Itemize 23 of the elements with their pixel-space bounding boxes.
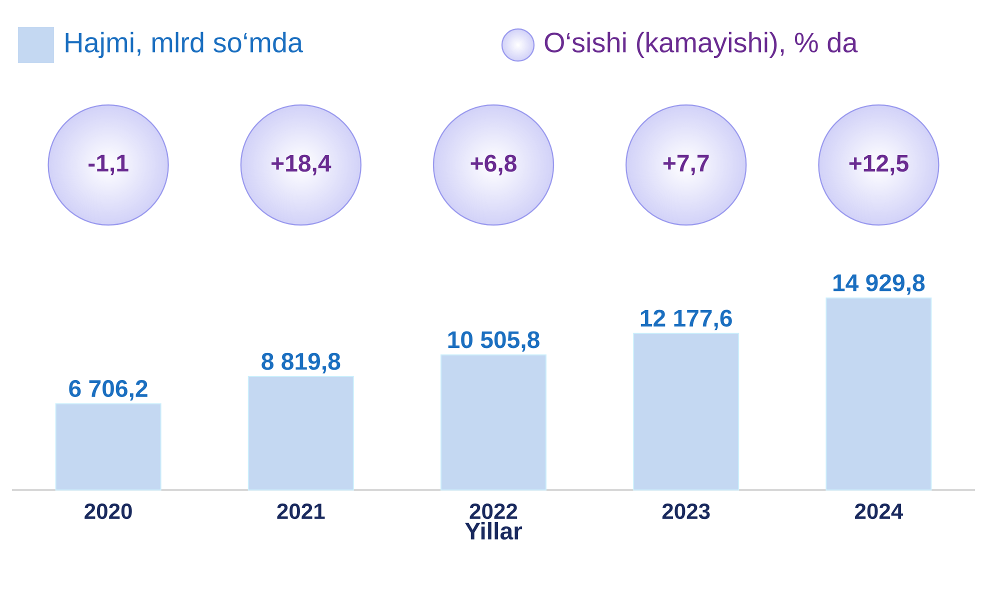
data-label: 14 929,8 bbox=[834, 274, 925, 295]
x-tick-label: 2024 bbox=[855, 504, 904, 520]
data-label: +7,7 bbox=[663, 154, 709, 176]
x-tick-label: 2020 bbox=[84, 504, 132, 520]
bar bbox=[440, 354, 547, 490]
bar bbox=[248, 376, 354, 490]
data-label: -1,1 bbox=[88, 154, 128, 176]
data-label: 10 505,8 bbox=[448, 331, 540, 352]
x-tick-label: 2023 bbox=[662, 504, 710, 520]
data-label: +18,4 bbox=[272, 154, 332, 176]
bar bbox=[633, 332, 740, 490]
data-label: +6,8 bbox=[470, 154, 516, 176]
data-label: 6 706,2 bbox=[69, 380, 148, 401]
bar bbox=[826, 297, 932, 490]
legend-label: O‘sishi (kamayishi), % da bbox=[544, 32, 858, 58]
x-tick-label: 2022 bbox=[470, 504, 518, 520]
data-label: 8 819,8 bbox=[262, 352, 340, 374]
data-label: 12 177,6 bbox=[640, 310, 732, 330]
x-tick-label: 2021 bbox=[277, 504, 325, 520]
x-axis-title: Yillar bbox=[465, 522, 522, 540]
data-label: +12,5 bbox=[849, 154, 908, 176]
bar bbox=[55, 403, 162, 490]
legend-label: Hajmi, mlrd so‘mda bbox=[66, 32, 304, 58]
